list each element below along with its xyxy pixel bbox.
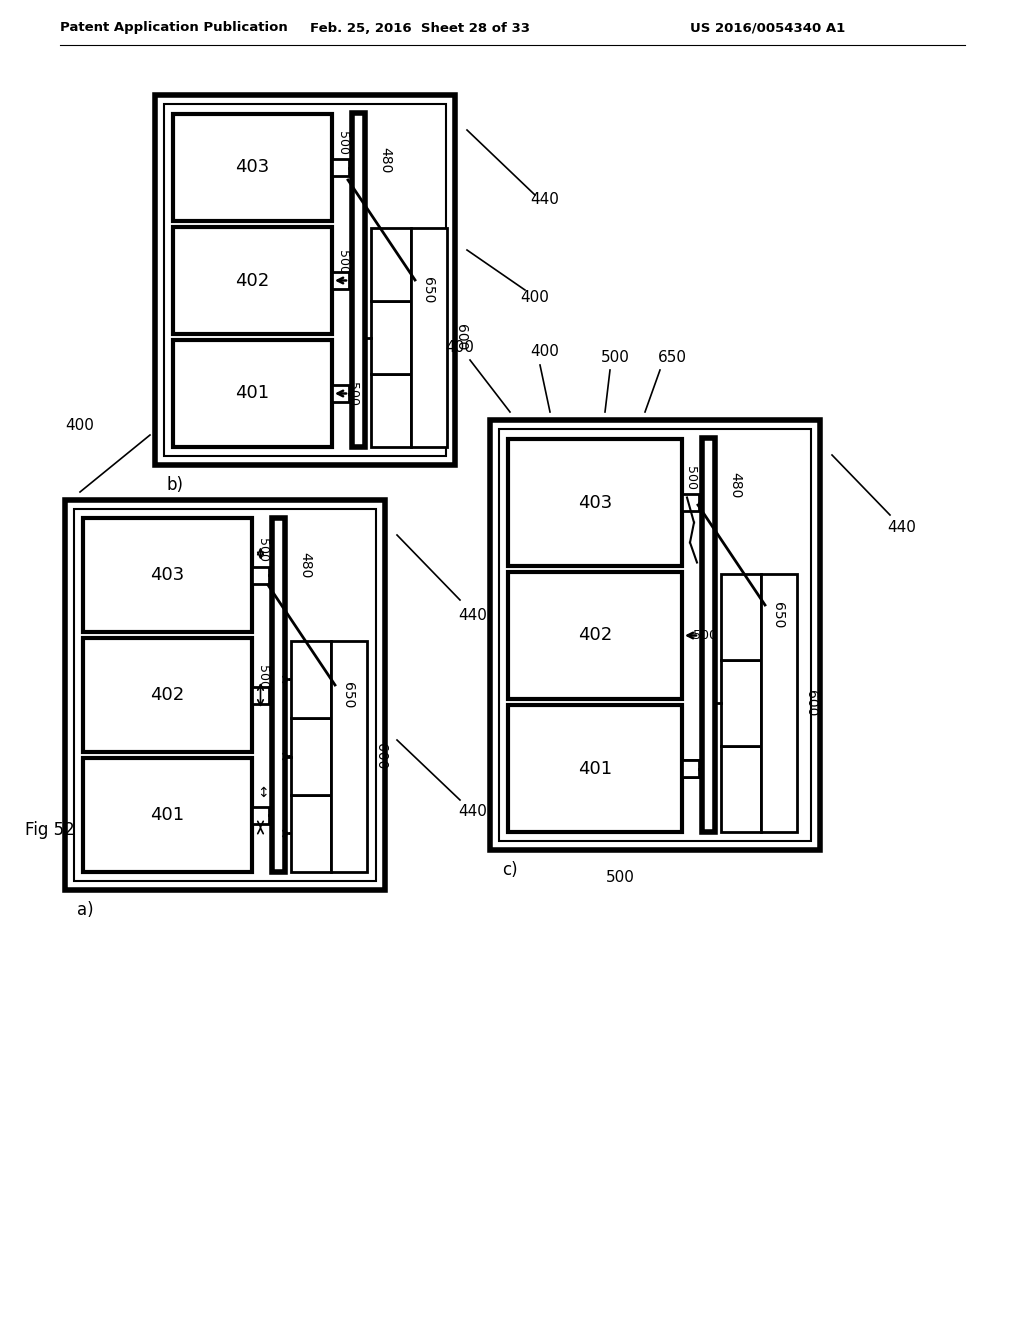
Text: 400: 400 — [66, 417, 94, 433]
Bar — [272, 517, 285, 873]
Text: 440: 440 — [459, 804, 487, 820]
Text: 402: 402 — [578, 627, 612, 644]
Text: 402: 402 — [236, 272, 269, 289]
Bar — [371, 301, 411, 374]
Text: 600: 600 — [804, 690, 818, 717]
Bar — [291, 795, 331, 873]
Bar — [702, 438, 715, 832]
Bar — [499, 429, 811, 841]
Text: 400: 400 — [530, 345, 559, 359]
Bar — [490, 420, 820, 850]
Text: 480: 480 — [728, 471, 742, 498]
Bar — [411, 228, 447, 447]
Text: 400: 400 — [520, 290, 550, 305]
Bar — [173, 341, 332, 447]
Text: 600: 600 — [374, 743, 388, 770]
Bar — [173, 114, 332, 220]
Text: 650: 650 — [341, 682, 355, 709]
Bar — [291, 718, 331, 795]
Bar — [252, 686, 269, 704]
Bar — [371, 228, 411, 301]
Text: 402: 402 — [151, 686, 184, 704]
Text: 401: 401 — [151, 807, 184, 824]
Text: 500: 500 — [605, 870, 635, 886]
Bar — [252, 807, 269, 824]
Text: Patent Application Publication: Patent Application Publication — [60, 21, 288, 34]
Text: 500: 500 — [256, 539, 269, 562]
Bar — [682, 760, 699, 777]
Text: 500: 500 — [684, 466, 697, 490]
Text: b): b) — [167, 477, 183, 494]
Bar — [332, 385, 349, 403]
Text: 650: 650 — [771, 602, 785, 628]
Text: 500: 500 — [693, 630, 717, 642]
Bar — [332, 158, 349, 176]
Text: 480: 480 — [298, 552, 312, 578]
Bar — [721, 574, 761, 660]
Text: 403: 403 — [151, 566, 184, 583]
Text: 401: 401 — [578, 759, 612, 777]
Text: 500: 500 — [346, 381, 359, 405]
Bar — [721, 660, 761, 746]
Text: 403: 403 — [236, 158, 269, 177]
Bar — [371, 374, 411, 447]
Text: Fig 52: Fig 52 — [25, 821, 75, 840]
Bar — [682, 494, 699, 511]
Bar — [352, 114, 365, 447]
Text: Feb. 25, 2016  Sheet 28 of 33: Feb. 25, 2016 Sheet 28 of 33 — [310, 21, 530, 34]
Text: 440: 440 — [888, 520, 916, 536]
Bar — [65, 500, 385, 890]
Text: 650: 650 — [421, 277, 435, 304]
Bar — [331, 642, 367, 873]
Bar — [83, 517, 252, 632]
Text: US 2016/0054340 A1: US 2016/0054340 A1 — [690, 21, 845, 34]
Text: a): a) — [77, 902, 93, 919]
Bar — [721, 746, 761, 832]
Bar — [332, 272, 349, 289]
Bar — [508, 572, 682, 700]
Text: 500: 500 — [336, 131, 349, 154]
Text: c): c) — [502, 861, 518, 879]
Text: 440: 440 — [530, 193, 559, 207]
Bar — [164, 104, 446, 455]
Text: 440: 440 — [459, 607, 487, 623]
Bar — [291, 642, 331, 718]
Text: 400: 400 — [445, 341, 474, 355]
Text: 403: 403 — [578, 494, 612, 511]
Bar — [761, 574, 797, 832]
Text: 650: 650 — [657, 350, 686, 364]
Text: 480: 480 — [378, 147, 392, 173]
Text: 500: 500 — [256, 665, 269, 689]
Bar — [155, 95, 455, 465]
Bar — [508, 440, 682, 566]
Bar — [83, 758, 252, 873]
Text: 600: 600 — [454, 325, 468, 351]
Text: 500: 500 — [600, 350, 630, 364]
Bar — [508, 705, 682, 832]
Bar — [173, 227, 332, 334]
Bar — [83, 638, 252, 752]
Text: 401: 401 — [236, 384, 269, 403]
Bar — [682, 760, 699, 777]
Text: ↕: ↕ — [257, 785, 268, 800]
Bar — [252, 566, 269, 583]
Text: 500: 500 — [336, 251, 349, 275]
Bar — [74, 510, 376, 880]
